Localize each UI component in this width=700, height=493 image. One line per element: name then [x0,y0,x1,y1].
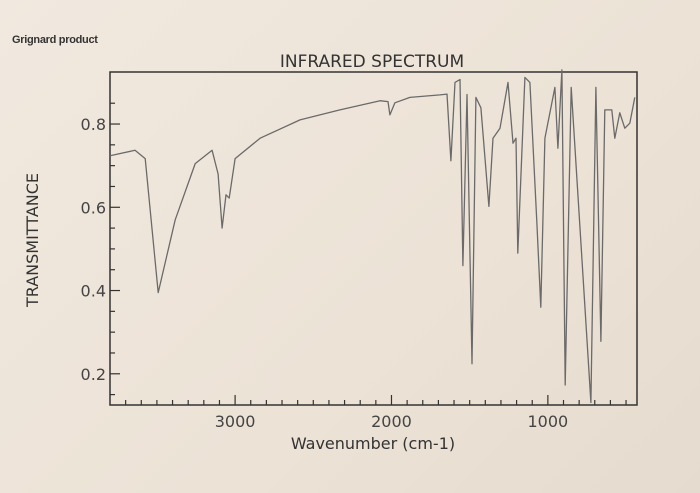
y-tick-label: 0.4 [81,282,106,301]
spectrum-line [109,69,636,404]
chart-caption: Grignard product [12,34,98,46]
plot-frame [109,71,638,406]
y-tick-label: 0.2 [81,365,106,384]
x-tick-label: 1000 [528,412,569,431]
x-tick-label: 3000 [215,412,256,431]
x-tick-label: 2000 [371,412,412,431]
y-tick-label: 0.6 [81,198,106,217]
y-tick-label: 0.8 [81,115,106,134]
x-axis-label: Wavenumber (cm-1) [291,434,455,453]
chart-title: INFRARED SPECTRUM [280,52,464,72]
y-axis-label: TRANSMITTANCE [23,173,42,308]
